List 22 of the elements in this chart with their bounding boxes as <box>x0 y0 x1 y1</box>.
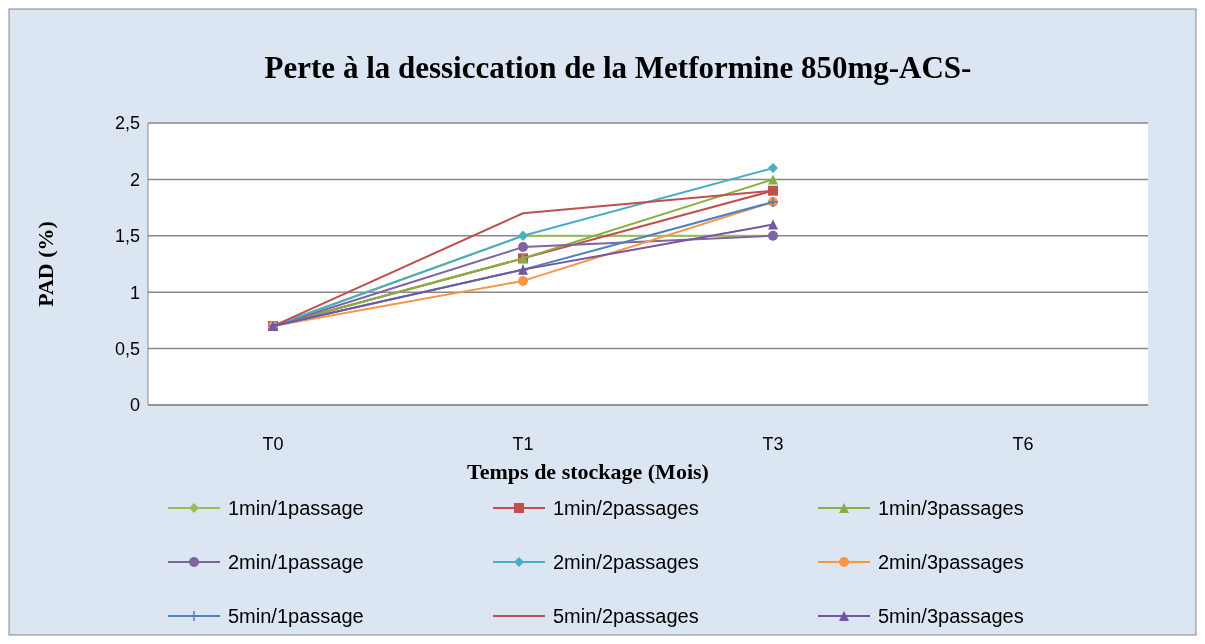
x-axis-title: Temps de stockage (Mois) <box>467 459 709 484</box>
legend-label: 1min/1passage <box>228 497 364 519</box>
legend-label: 2min/3passages <box>878 551 1024 573</box>
y-tick-label: 2,5 <box>114 113 140 134</box>
x-tick-label: T0 <box>262 434 284 454</box>
x-tick-label: T6 <box>1012 434 1034 454</box>
y-tick-label: 1,5 <box>114 226 140 247</box>
y-tick-label: 1 <box>129 282 140 303</box>
legend-label: 2min/2passages <box>553 551 699 573</box>
legend-label: 1min/3passages <box>878 497 1024 519</box>
legend-label: 2min/1passage <box>228 551 364 573</box>
y-tick-label: 0 <box>129 395 140 416</box>
x-tick-label: T3 <box>762 434 784 454</box>
chart-title: Perte à la dessiccation de la Metformine 850mg-ACS- <box>264 50 972 85</box>
y-tick-label: 2 <box>129 169 140 190</box>
y-axis-title: PAD (%) <box>33 221 58 307</box>
y-tick-label: 0,5 <box>114 338 140 359</box>
x-tick-label: T1 <box>512 434 534 454</box>
legend-label: 5min/1passage <box>228 605 364 627</box>
legend-label: 5min/3passages <box>878 605 1024 627</box>
legend-label: 1min/2passages <box>553 497 699 519</box>
legend-label: 5min/2passages <box>553 605 699 627</box>
